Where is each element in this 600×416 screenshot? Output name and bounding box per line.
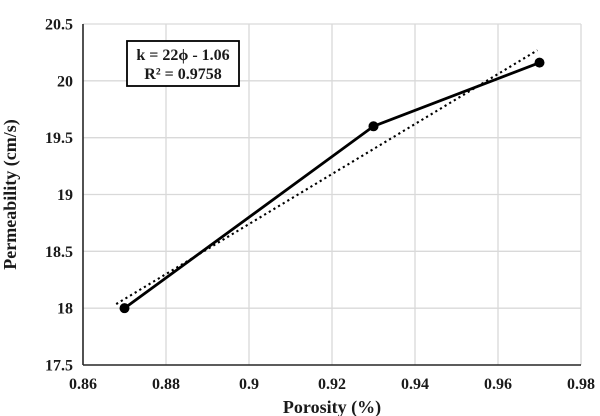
y-tick-label: 20 [57, 73, 73, 90]
data-point-marker [534, 57, 545, 68]
y-axis-title: Permeability (cm/s) [0, 119, 21, 269]
x-axis-tick-labels: 0.86 0.88 0.9 0.92 0.94 0.96 0.98 [69, 376, 595, 393]
axis-lines [82, 24, 581, 366]
x-tick-label: 0.9 [239, 376, 259, 393]
x-tick-label: 0.88 [152, 376, 180, 393]
x-tick-label: 0.96 [484, 376, 512, 393]
data-point-marker [119, 303, 130, 314]
x-tick-label: 0.98 [567, 376, 595, 393]
x-axis-title: Porosity (%) [283, 397, 381, 416]
y-tick-label: 18 [57, 301, 73, 318]
y-tick-label: 20.5 [45, 17, 73, 34]
equation-text: k = 22ϕ - 1.06 [136, 47, 229, 64]
data-series-line [119, 57, 545, 314]
x-tick-label: 0.92 [318, 376, 346, 393]
equation-box-border [126, 40, 240, 87]
equation-annotation-box: k = 22ϕ - 1.06 R² = 0.9758 [126, 40, 240, 87]
y-axis-tick-labels: 17.5 18 18.5 19 19.5 20 20.5 [45, 17, 73, 375]
x-tick-label: 0.86 [69, 376, 97, 393]
y-tick-label: 19 [57, 187, 73, 204]
x-tick-label: 0.94 [401, 376, 429, 393]
y-tick-label: 17.5 [45, 358, 73, 375]
data-point-marker [368, 121, 379, 132]
r-squared-text: R² = 0.9758 [144, 66, 221, 83]
y-tick-label: 18.5 [45, 244, 73, 261]
y-tick-label: 19.5 [45, 130, 73, 147]
